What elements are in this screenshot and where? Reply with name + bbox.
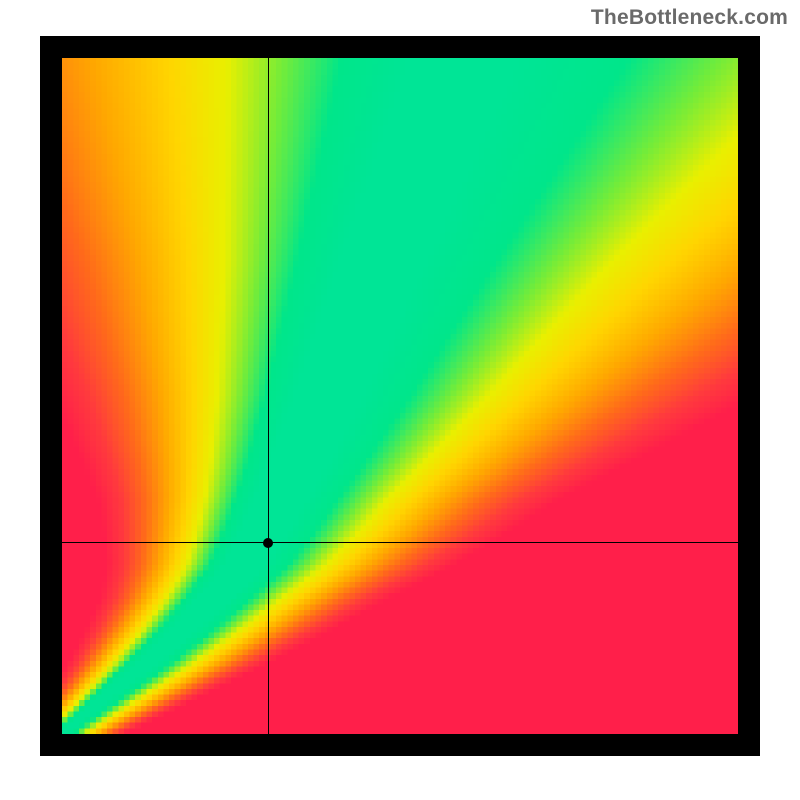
crosshair-vertical [268, 58, 269, 734]
heatmap-canvas [62, 58, 738, 734]
plot-frame [40, 36, 760, 756]
plot-area [62, 58, 738, 734]
chart-container: TheBottleneck.com [0, 0, 800, 800]
crosshair-horizontal [62, 542, 738, 543]
attribution-text: TheBottleneck.com [591, 6, 788, 30]
crosshair-point [263, 538, 273, 548]
